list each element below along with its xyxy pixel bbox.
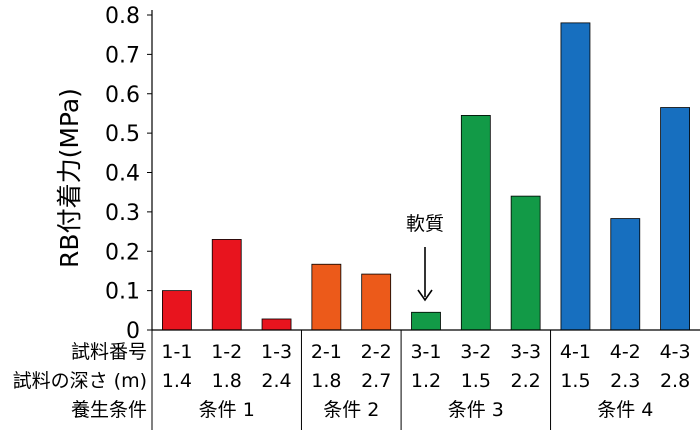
bars: [162, 22, 690, 331]
bar-4-3: [660, 107, 690, 331]
row-label: 養生条件: [71, 399, 147, 421]
sample-id: 4-2: [610, 341, 641, 363]
sample-id: 1-1: [161, 341, 192, 363]
sample-depth: 1.4: [162, 370, 192, 392]
bar-2-2: [361, 273, 392, 331]
bar-2-1: [311, 263, 342, 331]
sample-id: 1-2: [211, 341, 242, 363]
curing-condition-label: 条件 2: [323, 399, 379, 421]
bar-3-3: [510, 195, 541, 331]
y-tick-labels: 0 0.1 0.2 0.3 0.4 0.5 0.6 0.7 0.8: [105, 4, 152, 344]
y-tick-label: 0.6: [105, 83, 140, 108]
y-tick-label: 0.3: [105, 201, 140, 226]
y-axis-label: RB付着力(MPa): [55, 88, 84, 268]
sample-depth: 1.5: [461, 370, 491, 392]
y-tick-label: 0.5: [105, 122, 140, 147]
bar-3-2: [460, 115, 491, 331]
sample-depth: 1.5: [560, 370, 590, 392]
sample-id: 3-1: [410, 341, 441, 363]
y-tick-label: 0.7: [105, 43, 140, 68]
sample-id: 4-1: [560, 341, 591, 363]
sample-depth: 1.8: [212, 370, 242, 392]
y-tick-label: 0.8: [105, 4, 140, 29]
sample-id: 3-2: [460, 341, 491, 363]
sample-depth: 1.8: [311, 370, 341, 392]
sample-id: 2-2: [361, 341, 392, 363]
curing-condition-label: 条件 3: [448, 399, 504, 421]
sample-id: 1-3: [261, 341, 292, 363]
sample-id: 3-3: [510, 341, 541, 363]
bar-1-3: [261, 318, 292, 331]
bar-1-2: [211, 239, 242, 331]
sample-depth: 2.4: [261, 370, 291, 392]
curing-condition-label: 条件 1: [199, 399, 255, 421]
axes: [151, 10, 700, 331]
sample-id: 4-3: [660, 341, 691, 363]
bar-4-1: [560, 22, 591, 331]
row-label: 試料の深さ (m): [13, 370, 147, 392]
y-tick-label: 0.4: [105, 162, 140, 187]
y-tick-label: 0.1: [105, 280, 140, 305]
sample-depth: 2.8: [660, 370, 690, 392]
annotation-label: 軟質: [406, 213, 444, 235]
bar-1-1: [162, 290, 192, 331]
sample-depth: 1.2: [411, 370, 441, 392]
y-tick-label: 0: [126, 319, 140, 344]
sample-id: 2-1: [311, 341, 342, 363]
bar-4-2: [610, 218, 641, 331]
sample-depth: 2.2: [511, 370, 541, 392]
annotation-soft: 軟質: [406, 213, 444, 302]
sample-depth: 2.3: [610, 370, 640, 392]
y-tick-label: 0.2: [105, 240, 140, 265]
bar-3-1: [411, 311, 441, 331]
row-label: 試料番号: [71, 341, 147, 363]
annotation-arrow-head: [417, 289, 433, 302]
curing-condition-label: 条件 4: [597, 399, 653, 421]
sample-depth: 2.7: [361, 370, 391, 392]
